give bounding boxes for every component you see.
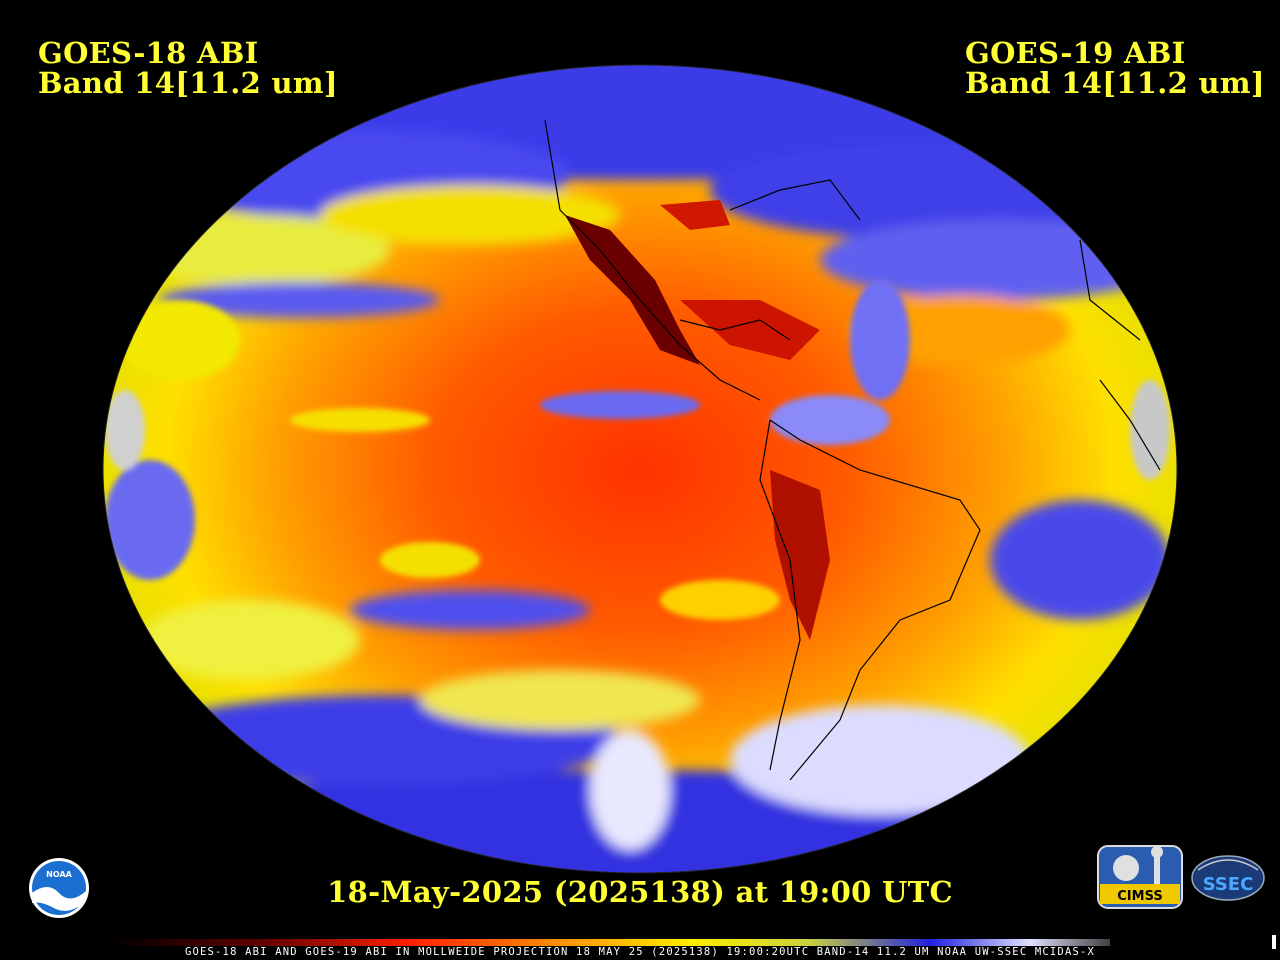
southern-cloud-band: [103, 500, 1177, 873]
temperature-colorbar: [110, 939, 1110, 946]
right-satellite-name: GOES-19 ABI: [965, 36, 1186, 70]
noaa-logo-text: NOAA: [46, 870, 72, 879]
ssec-logo-text: SSEC: [1203, 874, 1254, 895]
right-satellite-label: GOES-19 ABI Band 14[11.2 um]: [965, 38, 1265, 98]
cursor-marker: [1272, 935, 1276, 949]
ssec-logo: SSEC: [1191, 855, 1265, 901]
right-band-name: Band 14[11.2 um]: [965, 66, 1265, 100]
cimss-logo: CIMSS: [1097, 845, 1183, 909]
left-satellite-name: GOES-18 ABI: [38, 36, 259, 70]
noaa-logo: NOAA: [29, 858, 89, 918]
image-caption: GOES-18 ABI AND GOES-19 ABI IN MOLLWEIDE…: [184, 946, 1096, 958]
left-band-name: Band 14[11.2 um]: [38, 66, 338, 100]
left-satellite-label: GOES-18 ABI Band 14[11.2 um]: [38, 38, 338, 98]
image-timestamp: 18-May-2025 (2025138) at 19:00 UTC: [327, 875, 953, 909]
cimss-logo-text: CIMSS: [1117, 889, 1162, 904]
coastlines: [544, 119, 1161, 781]
convective-clouds: [105, 280, 1170, 620]
